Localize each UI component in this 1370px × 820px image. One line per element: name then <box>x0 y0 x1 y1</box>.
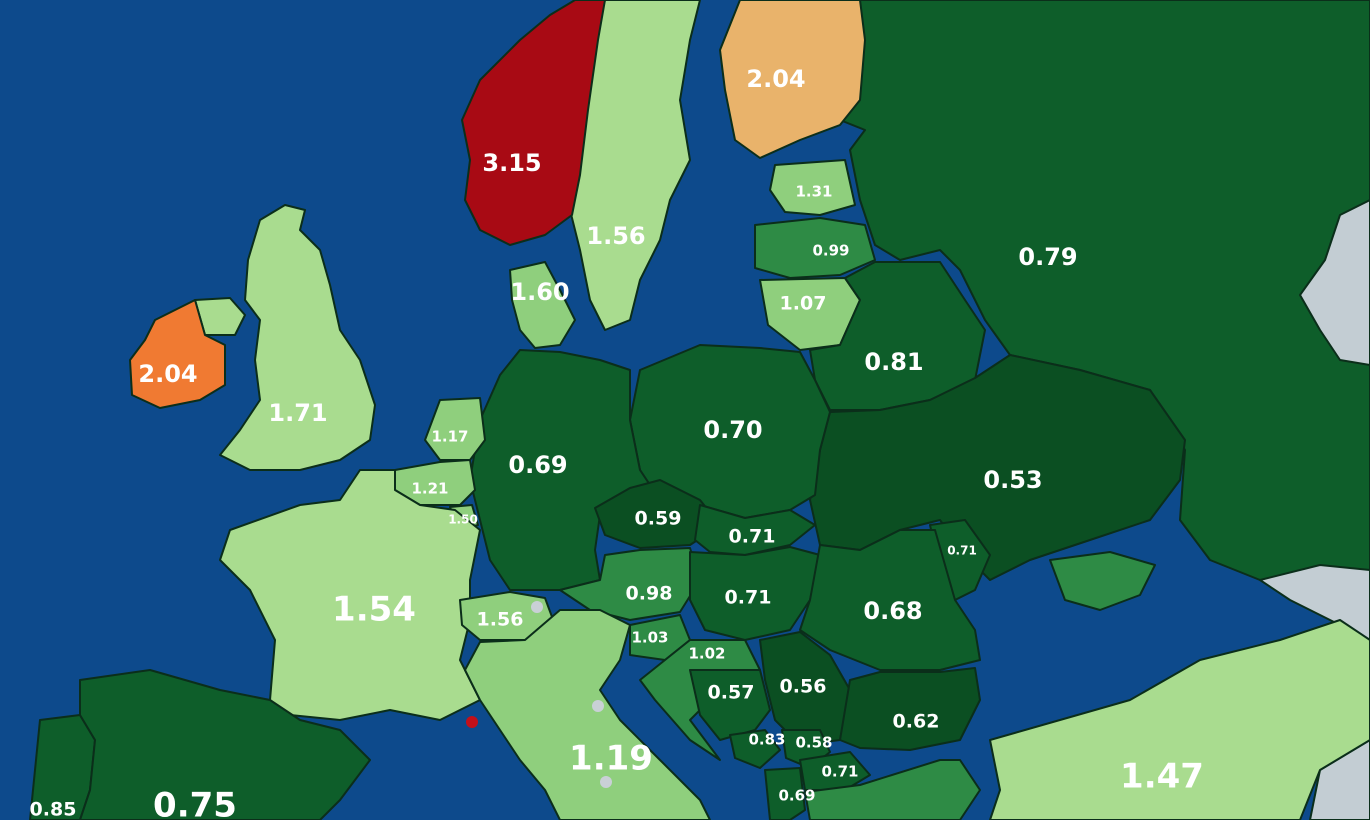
region-denmark[interactable] <box>509 261 576 349</box>
label-estonia: 1.31 <box>795 183 832 201</box>
region-ireland[interactable] <box>129 299 226 409</box>
label-austria: 0.98 <box>626 583 673 605</box>
region-bosnia[interactable] <box>689 669 771 741</box>
label-finland: 2.04 <box>746 65 805 93</box>
region-norway[interactable] <box>461 0 606 246</box>
label-hungary: 0.71 <box>725 587 772 609</box>
label-montenegro: 0.83 <box>748 731 785 749</box>
region-crimea <box>1049 551 1156 611</box>
label-latvia: 0.99 <box>812 242 849 260</box>
label-bulgaria: 0.62 <box>893 711 940 733</box>
region-finland[interactable] <box>719 0 866 159</box>
label-belarus: 0.81 <box>864 348 923 376</box>
label-belgium: 1.21 <box>411 480 448 498</box>
region-italy[interactable] <box>464 609 711 820</box>
label-croatia: 1.02 <box>688 645 725 663</box>
region-france[interactable] <box>219 469 481 721</box>
region-north-macedonia[interactable] <box>799 751 871 791</box>
label-luxembourg: 1.50 <box>448 513 478 527</box>
region-hungary[interactable] <box>689 546 821 641</box>
label-serbia: 0.56 <box>780 676 827 698</box>
label-north-macedonia: 0.71 <box>821 763 858 781</box>
marker-monaco <box>466 716 478 728</box>
region-latvia[interactable] <box>754 217 876 279</box>
label-spain: 0.75 <box>153 786 237 820</box>
region-russia[interactable] <box>839 0 1370 581</box>
region-bulgaria[interactable] <box>839 667 981 751</box>
label-ireland: 2.04 <box>138 360 197 388</box>
label-portugal: 0.85 <box>30 799 77 820</box>
label-ukraine: 0.53 <box>983 466 1042 494</box>
label-moldova: 0.71 <box>947 544 977 558</box>
label-denmark: 1.60 <box>510 278 569 306</box>
label-germany: 0.69 <box>508 451 567 479</box>
region-montenegro[interactable] <box>729 729 781 769</box>
label-czechia: 0.59 <box>635 508 682 530</box>
region-albania[interactable] <box>764 767 806 820</box>
label-uk: 1.71 <box>268 399 327 427</box>
marker-sanmarino <box>592 700 604 712</box>
label-slovenia: 1.03 <box>631 629 668 647</box>
label-lithuania: 1.07 <box>780 293 827 315</box>
label-romania: 0.68 <box>863 597 922 625</box>
label-sweden: 1.56 <box>586 222 645 250</box>
label-slovakia: 0.71 <box>729 526 776 548</box>
label-poland: 0.70 <box>703 416 762 444</box>
label-norway: 3.15 <box>482 149 541 177</box>
label-italy: 1.19 <box>569 739 653 779</box>
region-spain[interactable] <box>79 669 371 820</box>
marker-vatican <box>600 776 612 788</box>
region-uk[interactable] <box>219 204 376 471</box>
region-slovakia[interactable] <box>694 504 816 556</box>
label-turkey: 1.47 <box>1120 757 1204 797</box>
label-switzerland: 1.56 <box>477 609 524 631</box>
region-turkey[interactable] <box>989 619 1370 820</box>
region-romania[interactable] <box>799 529 981 671</box>
label-bosnia: 0.57 <box>708 682 755 704</box>
marker-geneva <box>531 601 543 613</box>
label-albania: 0.69 <box>778 787 815 805</box>
label-kosovo: 0.58 <box>795 734 832 752</box>
label-russia: 0.79 <box>1018 243 1077 271</box>
region-greece <box>804 759 981 820</box>
label-france: 1.54 <box>332 590 416 630</box>
label-netherlands: 1.17 <box>431 428 468 446</box>
region-estonia[interactable] <box>769 159 856 216</box>
region-grey-east <box>1299 199 1370 366</box>
